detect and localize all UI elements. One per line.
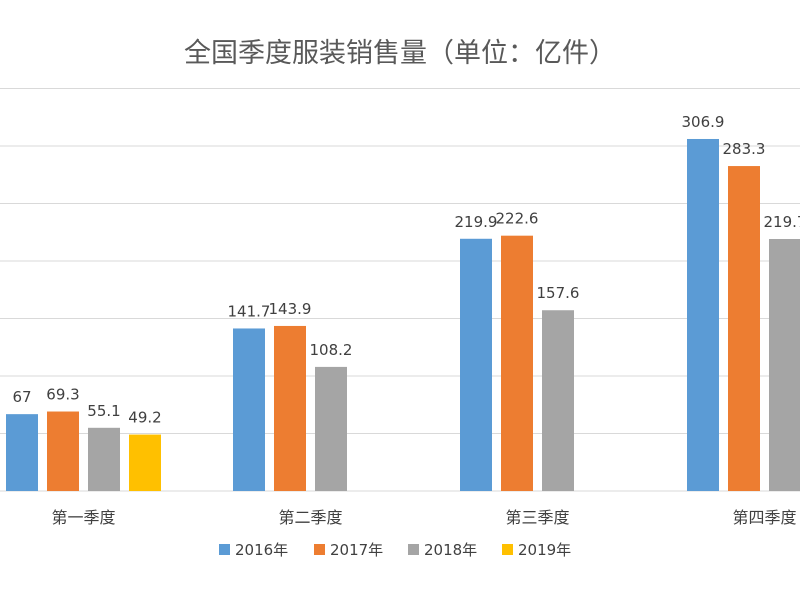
bar [47, 411, 79, 491]
legend-swatch [219, 544, 230, 555]
bar [542, 310, 574, 491]
data-label: 219.9 [455, 213, 498, 231]
bar [687, 138, 719, 491]
bar [315, 366, 347, 491]
bar [129, 434, 161, 491]
data-label: 67 [12, 388, 31, 406]
data-label: 283.3 [723, 140, 766, 158]
gridlines [0, 88, 800, 434]
data-label: 222.6 [496, 210, 539, 228]
legend-swatch [408, 544, 419, 555]
data-label: 219.7 [764, 213, 800, 231]
data-label: 55.1 [87, 402, 120, 420]
data-label: 141.7 [228, 302, 271, 320]
bar [88, 427, 120, 491]
legend-swatch [314, 544, 325, 555]
bar [501, 235, 533, 491]
legend-label: 2016年 [235, 541, 288, 559]
legend-label: 2019年 [518, 541, 571, 559]
category-label: 第三季度 [505, 508, 569, 527]
category-label: 第二季度 [278, 508, 342, 527]
bar [6, 414, 38, 491]
bar [274, 325, 306, 491]
value-label-group: 67 141.7 219.9 306.9 69.3 143.9 222.6 283.3 55.1… [12, 113, 800, 427]
data-label: 143.9 [269, 300, 312, 318]
data-label: 49.2 [128, 409, 161, 427]
legend: 2016年 2017年 2018年 2019年 [219, 541, 571, 559]
bar-series-group [6, 138, 800, 491]
bar [728, 166, 760, 491]
legend-label: 2017年 [330, 541, 383, 559]
legend-swatch [502, 544, 513, 555]
bar [460, 238, 492, 491]
category-label: 第四季度 [732, 508, 796, 527]
bar [769, 239, 800, 491]
bar [233, 328, 265, 491]
data-label: 108.2 [310, 341, 353, 359]
data-label: 157.6 [537, 284, 580, 302]
legend-label: 2018年 [424, 541, 477, 559]
category-label-group: 第一季度 第二季度 第三季度 第四季度 [51, 508, 796, 527]
data-label: 69.3 [46, 386, 79, 404]
category-label: 第一季度 [51, 508, 115, 527]
data-label: 306.9 [682, 113, 725, 131]
chart-title: 全国季度服装销售量（单位：亿件） [184, 38, 616, 69]
